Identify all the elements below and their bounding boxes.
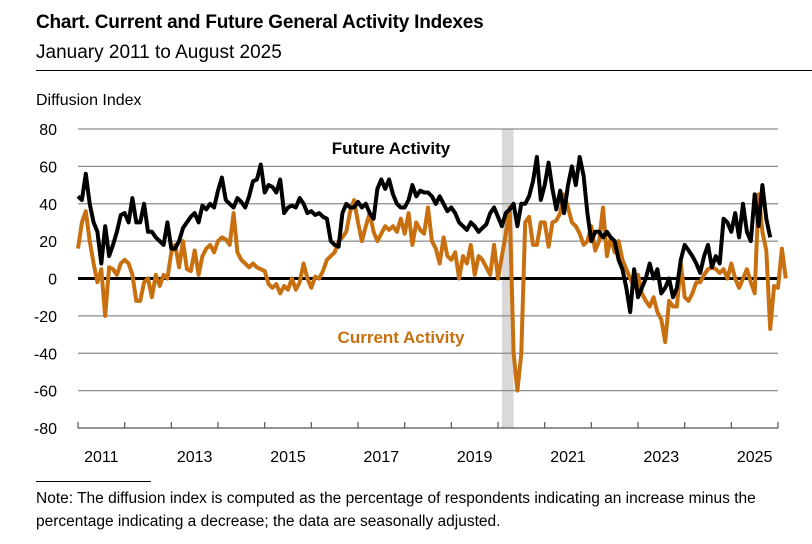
chart-subtitle: January 2011 to August 2025 (36, 42, 282, 63)
x-tick-label: 2011 (84, 449, 119, 466)
y-tick-label: 20 (39, 234, 57, 251)
series-annotation-layer: Future Activity Current Activity (332, 139, 465, 347)
title-divider (36, 70, 812, 71)
x-tick-label: 2021 (550, 449, 586, 466)
y-tick-label: -60 (34, 384, 57, 401)
x-tick-label: 2015 (270, 449, 306, 466)
chart-title: Chart. Current and Future General Activi… (36, 12, 484, 33)
x-tick-label: 2019 (457, 449, 493, 466)
y-tick-label: 60 (39, 159, 57, 176)
series-line-future-activity (76, 155, 773, 315)
x-tick-label: 2017 (364, 449, 400, 466)
x-axis-layer: 2011 2013 2015 2017 2019 2021 2023 2025 (77, 422, 779, 466)
y-tick-labels-layer: 80 60 40 20 0 -20 -40 -60 -80 (34, 122, 57, 438)
series-line-current-activity (76, 192, 788, 393)
y-tick-label: 40 (39, 197, 57, 214)
chart-note: Note: The diffusion index is computed as… (36, 490, 756, 530)
future-activity-label: Future Activity (332, 139, 451, 158)
y-tick-label: 0 (48, 272, 57, 289)
y-tick-label: 80 (39, 122, 57, 139)
note-divider (36, 481, 151, 482)
y-tick-label: -80 (34, 421, 57, 438)
current-activity-label: Current Activity (338, 328, 465, 347)
y-axis-label: Diffusion Index (36, 92, 142, 109)
y-tick-label: -40 (34, 346, 57, 363)
series-lines-layer (76, 155, 788, 393)
x-tick-label: 2025 (737, 449, 773, 466)
y-tick-label: -20 (34, 309, 57, 326)
x-tick-label: 2023 (644, 449, 680, 466)
x-tick-label: 2013 (177, 449, 213, 466)
gridlines-layer (78, 128, 778, 392)
